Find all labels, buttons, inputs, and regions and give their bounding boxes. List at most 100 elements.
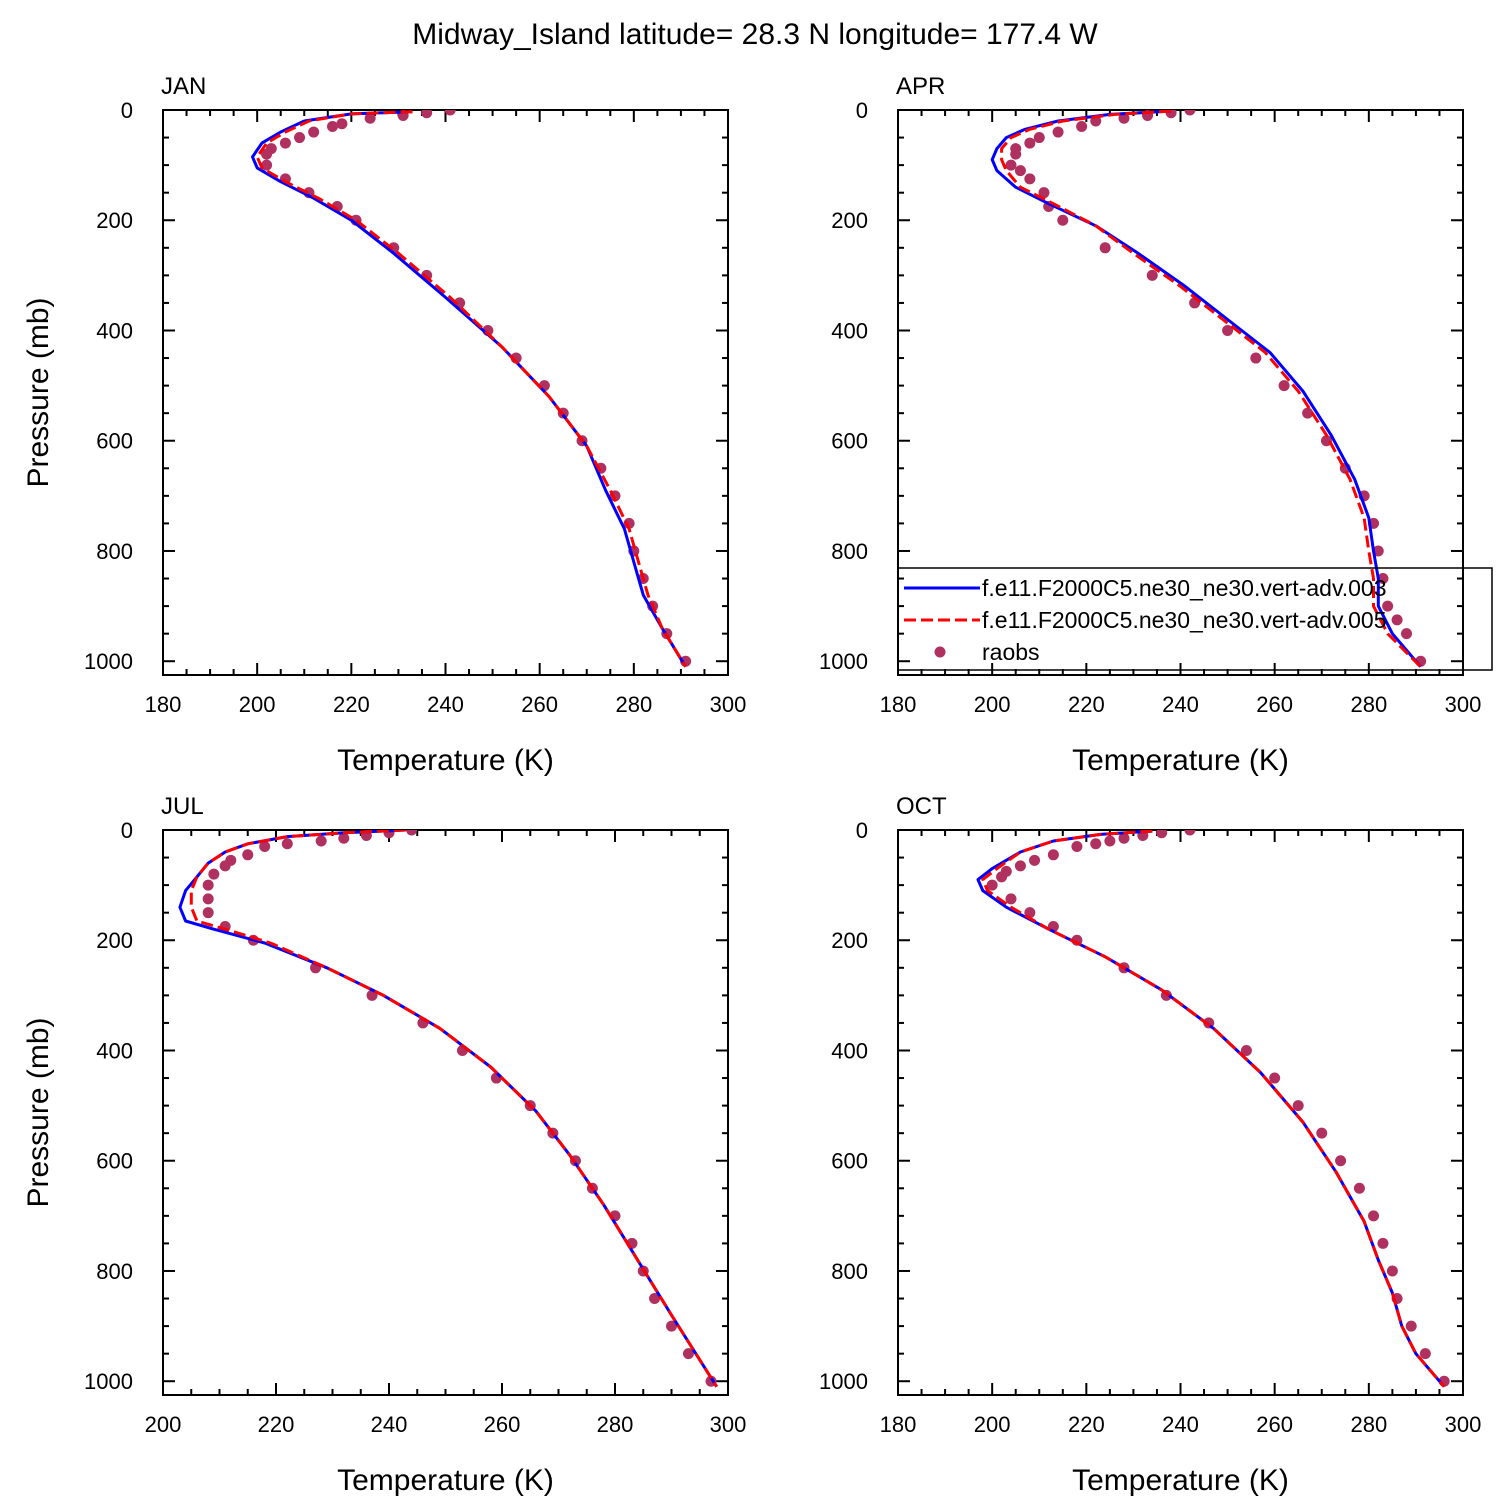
y-tick-label: 800: [96, 539, 133, 564]
raobs-point: [208, 868, 220, 880]
series-line-005: [189, 830, 718, 1388]
raobs-point: [1292, 1100, 1304, 1112]
y-tick-label: 200: [96, 928, 133, 953]
y-tick-label: 1000: [84, 649, 133, 674]
raobs-point: [1302, 407, 1314, 419]
x-tick-label: 300: [1445, 1412, 1482, 1437]
legend-label: f.e11.F2000C5.ne30_ne30.vert-adv.003: [982, 575, 1387, 601]
legend-label: raobs: [982, 639, 1040, 665]
raobs-point: [327, 121, 338, 133]
x-tick-label: 200: [239, 692, 276, 717]
raobs-point: [1146, 269, 1158, 281]
panel-label: APR: [896, 73, 945, 100]
x-tick-label: 240: [371, 1412, 408, 1437]
panels: 180 200 220 240 260 280 300 0 200 400 600 800 1000 JA…: [22, 73, 1481, 1497]
raobs-point: [1184, 110, 1196, 116]
raobs-point: [315, 835, 327, 847]
raobs-point: [1240, 1044, 1252, 1056]
raobs-point: [1368, 1210, 1380, 1222]
raobs-point: [219, 860, 231, 872]
raobs-point: [1024, 173, 1036, 185]
raobs-point: [666, 1320, 677, 1332]
y-tick-label: 200: [831, 208, 868, 233]
y-axis-label: Pressure (mb): [22, 1017, 55, 1207]
y-tick-label: 0: [121, 98, 133, 123]
raobs-point: [444, 110, 456, 116]
y-tick-label: 400: [831, 1038, 868, 1063]
raobs-point: [649, 1293, 661, 1305]
x-tick-label: 260: [1256, 692, 1293, 717]
x-tick-label: 280: [1350, 692, 1387, 717]
panel-oct: 180 200 220 240 260 280 300 0 200 400 600 800 1000 OC…: [819, 793, 1481, 1497]
x-tick-label: 220: [333, 692, 370, 717]
raobs-point: [1269, 1072, 1281, 1084]
raobs-point: [1335, 1155, 1347, 1167]
raobs-point: [1377, 573, 1389, 585]
raobs-point: [1382, 600, 1394, 612]
raobs-point: [1118, 832, 1130, 844]
y-tick-label: 1000: [84, 1369, 133, 1394]
y-axis-label: Pressure (mb): [22, 297, 55, 487]
raobs-point: [1184, 830, 1196, 836]
raobs-point: [1156, 830, 1168, 839]
raobs-point: [1076, 121, 1088, 133]
raobs-point: [294, 132, 306, 144]
x-tick-label: 300: [1445, 692, 1482, 717]
raobs-point: [1052, 126, 1064, 138]
y-tick-label: 400: [96, 1038, 133, 1063]
raobs-point: [338, 832, 350, 844]
panel-label: OCT: [896, 793, 947, 820]
raobs-point: [1057, 214, 1069, 226]
y-tick-label: 600: [831, 429, 868, 454]
raobs-point: [406, 830, 418, 836]
legend: f.e11.F2000C5.ne30_ne30.vert-adv.003 f.e1…: [897, 567, 1493, 671]
y-tick-label: 0: [121, 818, 133, 843]
raobs-point: [986, 879, 998, 891]
raobs-point: [1353, 1182, 1365, 1194]
raobs-point: [1047, 849, 1059, 861]
series-group: [990, 110, 1427, 668]
x-tick-label: 240: [1162, 1412, 1199, 1437]
x-tick-label: 200: [974, 692, 1011, 717]
legend-label: f.e11.F2000C5.ne30_ne30.vert-adv.005: [982, 607, 1387, 633]
raobs-point: [1419, 1348, 1431, 1360]
raobs-point: [1033, 132, 1045, 144]
raobs-point: [1099, 242, 1111, 254]
legend-marker-raobs: [934, 646, 946, 658]
raobs-point: [261, 159, 273, 171]
y-tick-label: 1000: [819, 1369, 868, 1394]
raobs-point: [1005, 893, 1017, 905]
plot-frame: [897, 829, 1464, 1396]
raobs-point: [682, 1348, 694, 1360]
raobs-point: [1316, 1127, 1328, 1139]
raobs-point: [259, 841, 271, 853]
raobs-point: [261, 148, 273, 160]
raobs-point: [242, 849, 254, 861]
raobs-point: [308, 126, 320, 138]
y-tick-label: 0: [856, 98, 868, 123]
y-tick-label: 200: [96, 208, 133, 233]
x-tick-label: 180: [880, 1412, 917, 1437]
panel-apr: 180 200 220 240 260 280 300 0 200 400 600 800 1000 AP…: [819, 73, 1481, 777]
panel-label: JAN: [161, 73, 206, 100]
raobs-point: [1222, 324, 1234, 336]
raobs-point: [336, 118, 348, 130]
raobs-point: [202, 893, 214, 905]
x-axis-label: Temperature (K): [337, 1464, 554, 1497]
raobs-point: [1391, 614, 1403, 626]
raobs-point: [281, 838, 293, 850]
raobs-point: [1071, 841, 1083, 853]
raobs-point: [202, 879, 214, 891]
x-tick-label: 200: [974, 1412, 1011, 1437]
raobs-point: [1377, 1237, 1389, 1249]
panel-jan: 180 200 220 240 260 280 300 0 200 400 600 800 1000 JA…: [22, 73, 746, 777]
x-tick-label: 260: [521, 692, 558, 717]
raobs-point: [421, 110, 433, 119]
series-line-005: [981, 830, 1446, 1388]
raobs-point: [1014, 860, 1026, 872]
x-tick-label: 280: [615, 692, 652, 717]
series-group: [251, 110, 692, 668]
plot-frame: [162, 829, 729, 1396]
x-axis-label: Temperature (K): [1072, 1464, 1289, 1497]
panel-label: JUL: [161, 793, 204, 820]
